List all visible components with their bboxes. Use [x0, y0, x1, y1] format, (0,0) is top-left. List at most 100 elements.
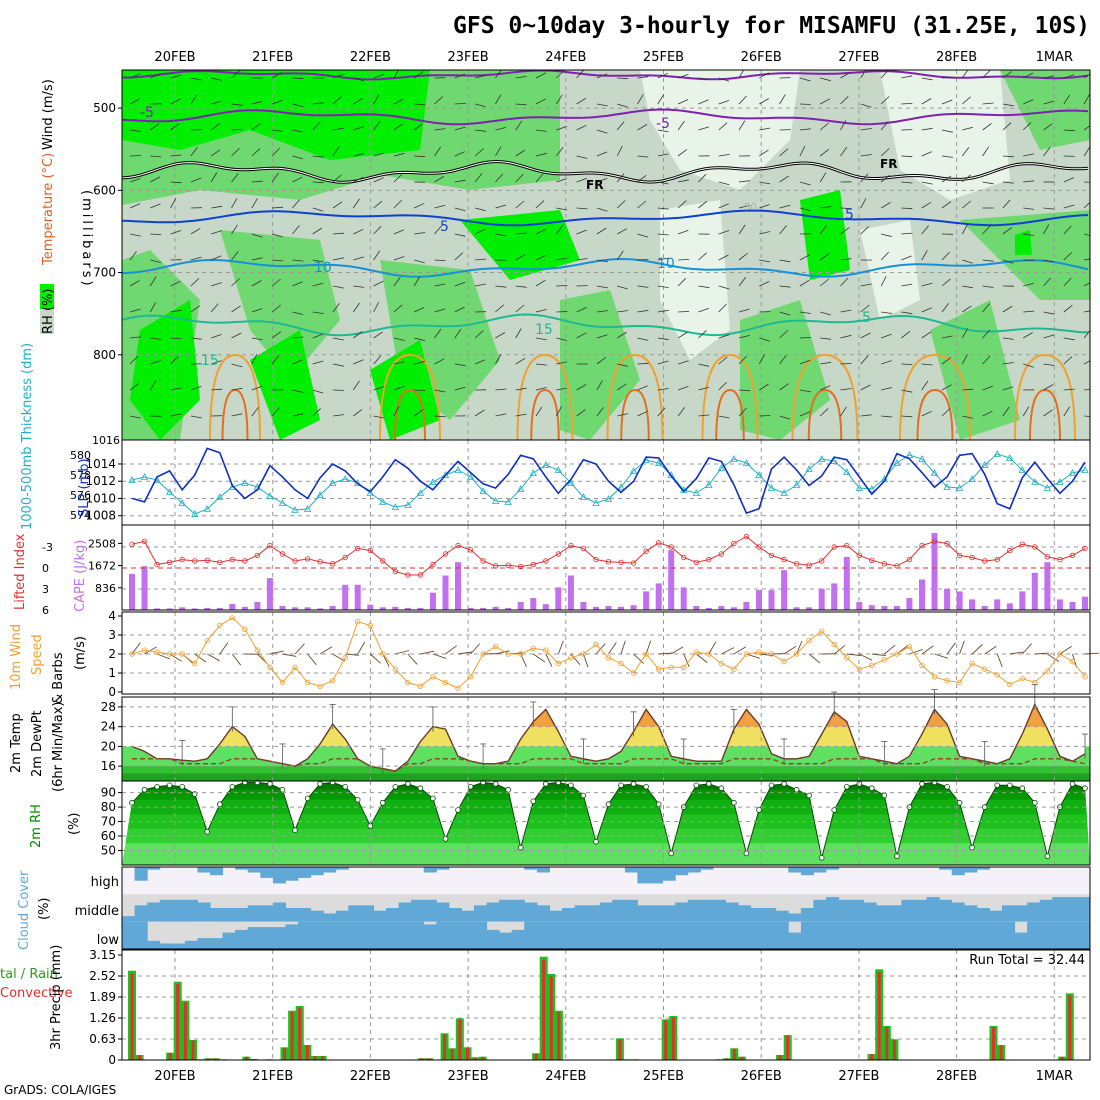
- li-line-point: [731, 540, 737, 547]
- wind-barb: [1063, 388, 1075, 391]
- wind-barb: [420, 650, 435, 655]
- cloud-bar-middle: [800, 908, 814, 922]
- cloud-bar-low: [398, 921, 412, 949]
- wind-barb: [820, 98, 831, 105]
- li-line-point: [1032, 544, 1038, 550]
- cape-bar: [856, 602, 863, 610]
- thickness-line-point: [241, 479, 249, 486]
- wind-barb: [637, 124, 648, 131]
- wind-speed-line-point: [944, 677, 950, 684]
- wind-barb: [941, 357, 952, 365]
- wind-barb: [860, 304, 870, 313]
- thickness-line-point: [730, 455, 738, 462]
- wind-barb: [738, 252, 748, 261]
- wind-barb: [556, 126, 567, 131]
- thickness-line-point: [1018, 466, 1026, 473]
- precip-bar-convective: [138, 1055, 142, 1060]
- wind-barb: [373, 355, 382, 365]
- wind-barb: [535, 387, 547, 391]
- wind-barb: [251, 406, 259, 417]
- wind-barb: [345, 653, 360, 656]
- wind-barb: [637, 94, 644, 105]
- wind-barb: [1002, 259, 1014, 264]
- wind-barb: [533, 653, 546, 663]
- wind-barb: [840, 334, 852, 339]
- wind-barb: [959, 640, 965, 655]
- cloud-bar-low: [549, 921, 563, 949]
- wind-barb: [1023, 233, 1035, 236]
- wind-barb: [535, 337, 547, 341]
- wind-barb: [190, 256, 202, 261]
- rh-point: [605, 801, 612, 807]
- cloud-bar-middle: [247, 905, 261, 922]
- wind-barb: [1023, 282, 1034, 287]
- wind-barb: [395, 650, 410, 655]
- thickness-line-point: [479, 487, 487, 494]
- wind-barb: [576, 207, 588, 210]
- precip-bar-convective: [290, 1012, 294, 1060]
- wind-barb: [860, 103, 872, 108]
- wind-barb: [170, 309, 182, 313]
- rh-point: [392, 783, 399, 790]
- rh-point: [342, 783, 349, 790]
- tick-label: 1016: [92, 434, 120, 447]
- wind-barb: [1023, 259, 1035, 261]
- precip-bar-convective: [740, 1056, 744, 1060]
- wind-barb: [495, 146, 502, 157]
- date-label: 21FEB: [252, 50, 293, 65]
- wind-barb: [637, 385, 648, 391]
- wind-barb: [474, 173, 483, 183]
- wind-barb: [434, 259, 446, 261]
- wind-barb: [369, 653, 381, 664]
- thickness-line-point: [178, 499, 186, 506]
- ylabel-rh-pct: (%): [67, 813, 82, 836]
- wind-barb: [961, 328, 968, 339]
- thickness-line-point: [843, 468, 851, 475]
- cloud-bar-middle: [1014, 905, 1028, 922]
- cloud-bar-low: [1002, 921, 1016, 949]
- cape-bar: [379, 607, 386, 610]
- wind-barb: [352, 302, 360, 313]
- wind-barb: [1002, 362, 1014, 365]
- wind-barb: [840, 309, 852, 313]
- cloud-bar-middle: [826, 897, 840, 922]
- wind-barb: [576, 229, 587, 235]
- wind-speed-line-point: [530, 645, 536, 651]
- cape-bar: [467, 607, 474, 610]
- contour-minus5: [122, 108, 1089, 126]
- ylabel-temperature: Temperature (°C): [41, 153, 56, 266]
- cloud-bar-middle: [763, 908, 777, 922]
- wind-barb: [1063, 304, 1073, 313]
- cloud-bar-high: [687, 867, 701, 873]
- wind-barb: [596, 73, 608, 79]
- precip-bar-convective: [176, 984, 180, 1060]
- cape-bar: [743, 602, 750, 610]
- precip-bar-convective: [466, 1047, 469, 1060]
- cloud-bar-middle: [650, 905, 664, 922]
- wind-barb: [495, 127, 507, 131]
- wind-barb: [1063, 337, 1075, 341]
- cloud-bar-middle: [172, 899, 186, 922]
- wind-barb: [414, 360, 425, 365]
- wind-barb: [758, 653, 773, 657]
- wind-barb: [698, 173, 707, 183]
- thickness-line-point: [554, 466, 563, 473]
- wind-barb: [292, 281, 303, 287]
- rh-point: [818, 854, 825, 861]
- li-line-point: [856, 552, 862, 559]
- cloud-bar-high: [210, 867, 224, 876]
- cloud-bar-low: [926, 921, 940, 949]
- wind-barb: [271, 172, 279, 183]
- contour-warm: [209, 353, 261, 440]
- wind-barb: [819, 224, 828, 235]
- wind-barb: [982, 123, 992, 131]
- wind-barb: [393, 304, 403, 313]
- contour-label: 5: [440, 219, 449, 235]
- cloud-bar-middle: [184, 899, 198, 922]
- wind-barb: [1083, 73, 1090, 79]
- rh-swatch-light: [40, 309, 54, 334]
- wind-barb: [357, 641, 366, 655]
- wind-barb: [515, 413, 527, 417]
- cloud-level-high: high: [91, 875, 119, 890]
- wind-barb: [901, 283, 913, 287]
